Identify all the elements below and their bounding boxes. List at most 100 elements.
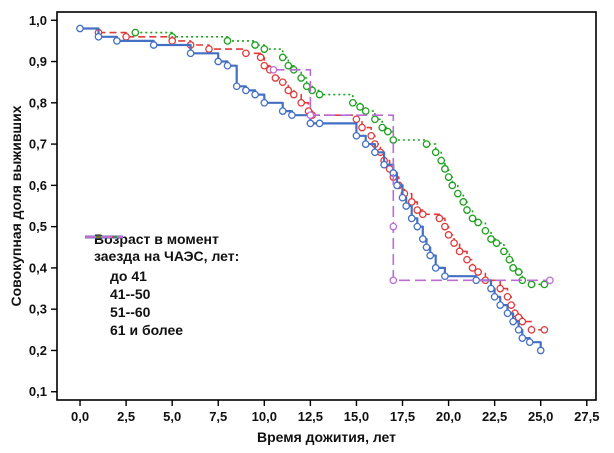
series-marker: [507, 301, 516, 309]
x-tick-label: 12,5: [298, 409, 323, 424]
series-marker: [269, 65, 278, 74]
series-marker: [361, 140, 370, 148]
series-marker: [113, 37, 121, 45]
series-marker: [431, 264, 440, 272]
y-tick-label: 0,6: [29, 178, 47, 193]
series-marker: [418, 210, 427, 219]
series-marker: [487, 284, 495, 293]
series-marker: [487, 235, 495, 243]
series-marker: [256, 53, 265, 62]
series-marker: [453, 189, 462, 198]
legend-title-line-1: Возраст в момент: [94, 231, 219, 247]
series-marker: [131, 28, 140, 37]
y-tick-label: 0,2: [29, 343, 47, 358]
series-marker: [426, 251, 435, 260]
series-marker: [306, 119, 315, 128]
series-marker: [525, 338, 534, 347]
y-tick-label: 0,3: [29, 302, 47, 317]
legend-label: 61 и более: [110, 322, 184, 338]
series-marker: [371, 148, 379, 157]
series-marker: [122, 32, 130, 41]
x-tick-label: 25,0: [528, 409, 553, 424]
series-marker: [422, 243, 431, 252]
series-marker: [463, 255, 471, 264]
series-marker: [435, 214, 444, 223]
series-marker: [463, 206, 471, 214]
y-tick-label: 0,9: [29, 54, 47, 69]
series-marker: [383, 127, 392, 136]
series-marker: [223, 61, 232, 70]
series-marker: [232, 82, 241, 91]
series-marker: [348, 98, 357, 107]
series-marker: [514, 268, 523, 276]
x-tick-label: 17,5: [390, 409, 415, 424]
series-marker: [223, 37, 232, 45]
series-marker: [496, 301, 505, 309]
series-marker: [271, 74, 280, 82]
y-tick-label: 0,5: [29, 219, 47, 234]
series-marker: [413, 206, 422, 214]
series-marker: [76, 24, 84, 33]
x-axis-label: Время дожития, лет: [256, 429, 397, 445]
series-marker: [315, 119, 324, 128]
series-marker: [518, 317, 527, 326]
x-tick-label: 10,0: [252, 409, 277, 424]
series-marker: [398, 193, 407, 202]
series-marker: [527, 280, 536, 289]
series-marker: [389, 222, 398, 231]
series-marker: [297, 74, 306, 82]
series-marker: [500, 247, 508, 256]
series-marker: [356, 103, 364, 111]
legend: Возраст в момент заезда на ЧАЭС, лет: до…: [84, 231, 239, 339]
legend-item: 41--50: [84, 235, 239, 303]
series-marker: [284, 86, 293, 95]
series-marker: [505, 255, 514, 264]
legend-items: до 41 41--50 51--60 61 и более: [84, 235, 239, 339]
series-marker: [315, 90, 324, 99]
y-axis-label: Совокупная доля выживших: [8, 105, 24, 307]
series-marker: [490, 292, 499, 301]
x-tick-label: 20,0: [436, 409, 461, 424]
legend-label: 41--50: [110, 286, 151, 302]
series-marker: [389, 276, 398, 285]
x-tick-label: 5,0: [163, 409, 181, 424]
legend-label: до 41: [110, 268, 147, 284]
x-tick-label: 2,5: [117, 409, 135, 424]
series-marker: [546, 276, 554, 285]
series-marker: [455, 247, 464, 256]
series-marker: [492, 239, 501, 247]
series-marker: [402, 202, 411, 210]
series-marker: [540, 280, 549, 289]
legend-line-sample: [85, 235, 123, 239]
series-marker: [251, 90, 259, 99]
series-marker: [468, 264, 477, 272]
series-marker: [214, 57, 223, 66]
series-marker: [514, 325, 523, 334]
legend-title: Возраст в момент заезда на ЧАЭС, лет:: [84, 231, 239, 265]
series-marker: [448, 181, 457, 190]
series-marker: [393, 181, 401, 190]
series-marker: [278, 107, 287, 115]
x-tick-label: 15,0: [344, 409, 369, 424]
x-tick-label: 0,0: [71, 409, 89, 424]
series-marker: [468, 214, 477, 223]
series-marker: [437, 156, 446, 165]
series-marker: [518, 334, 527, 342]
series-line-51--60: [135, 31, 545, 286]
series-marker: [474, 268, 482, 276]
series-marker: [352, 131, 361, 140]
series-marker: [242, 86, 250, 95]
y-tick-label: 0,8: [29, 95, 47, 110]
series-marker: [459, 198, 468, 206]
y-tick-label: 0,7: [29, 137, 47, 152]
series-marker: [149, 41, 158, 49]
series-marker: [260, 61, 269, 70]
series-marker: [205, 45, 213, 53]
series-marker: [540, 325, 549, 334]
series-marker: [407, 214, 416, 223]
series-marker: [444, 173, 453, 181]
y-tick-label: 1,0: [29, 13, 47, 28]
series-marker: [260, 45, 269, 53]
series-marker: [441, 222, 449, 231]
